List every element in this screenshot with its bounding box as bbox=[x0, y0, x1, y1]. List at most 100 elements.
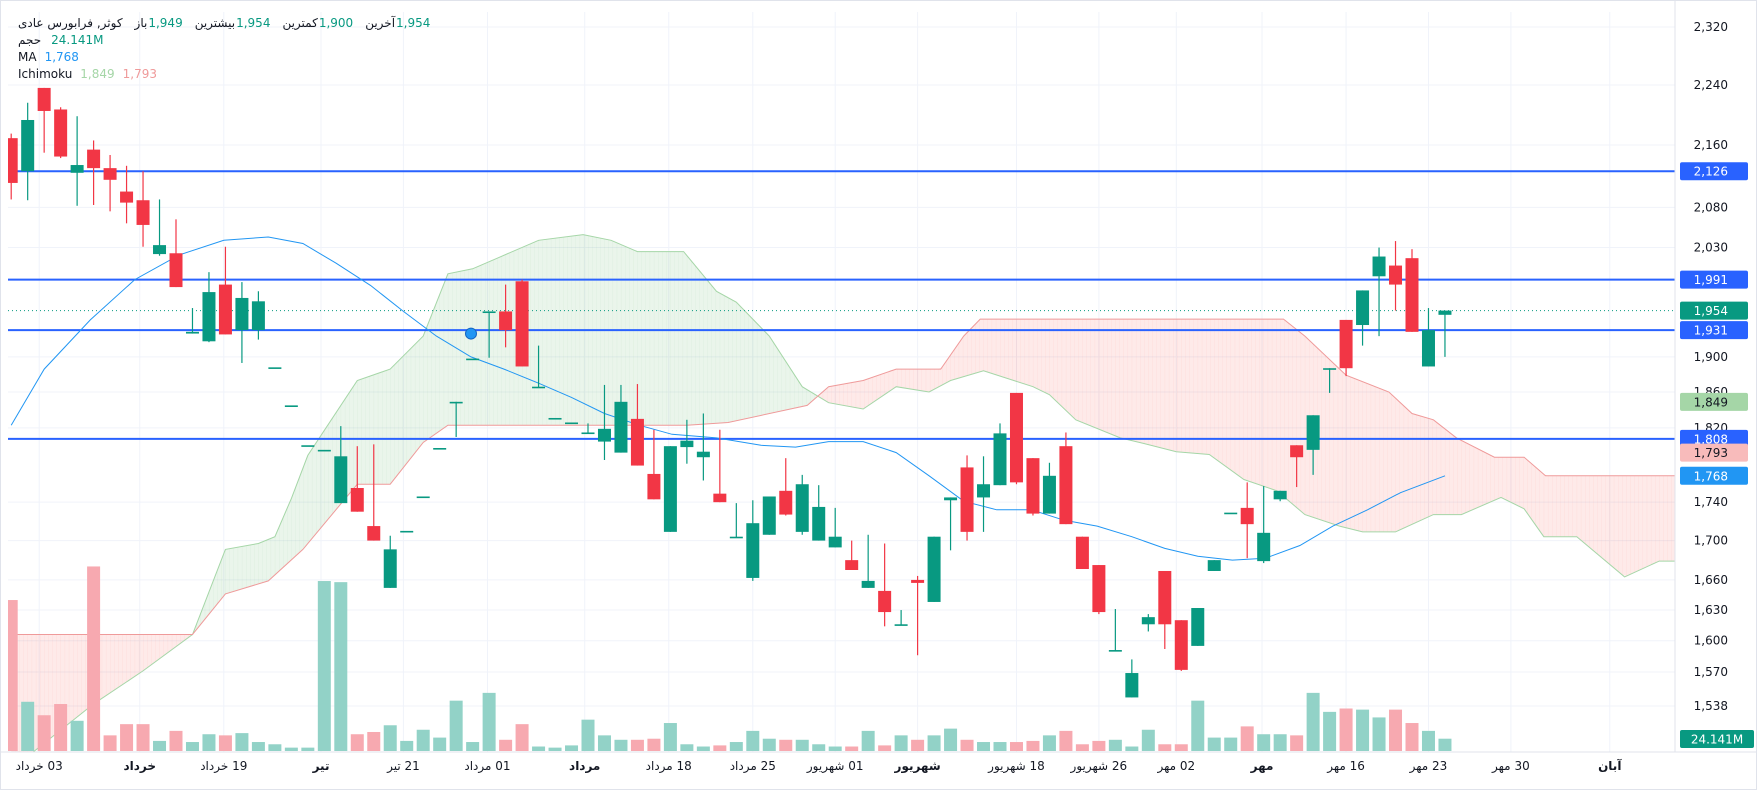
legend-ichimoku-row[interactable]: Ichimoku 1,849 1,793 bbox=[18, 66, 430, 83]
cloud-segment bbox=[266, 538, 272, 582]
candle bbox=[878, 543, 892, 627]
cloud-segment bbox=[600, 238, 605, 426]
legend-ma-row[interactable]: MA 1,768 bbox=[18, 49, 430, 66]
candle bbox=[1174, 620, 1188, 671]
cloud-segment bbox=[1222, 319, 1227, 467]
cloud-segment bbox=[443, 273, 449, 429]
cloud-segment bbox=[1655, 475, 1660, 563]
cloud-segment bbox=[151, 634, 156, 665]
volume-bar bbox=[1438, 738, 1452, 751]
cloud-segment bbox=[975, 319, 980, 374]
candle-body bbox=[169, 253, 183, 288]
cloud-segment bbox=[901, 369, 906, 389]
cloud-segment bbox=[1539, 470, 1545, 537]
volume-bar bbox=[1224, 737, 1238, 751]
cloud-segment bbox=[925, 369, 931, 392]
cloud-segment bbox=[1000, 319, 1005, 378]
time-tick-label: 26 شهریور bbox=[1070, 759, 1128, 774]
candle bbox=[466, 358, 480, 361]
cloud-segment bbox=[246, 544, 251, 588]
volume-bar bbox=[944, 728, 958, 751]
candle-body bbox=[185, 331, 199, 334]
candle bbox=[1273, 490, 1287, 502]
candle bbox=[482, 311, 496, 358]
price-badge-label: 1,808 bbox=[1694, 432, 1728, 446]
plot-area[interactable] bbox=[5, 87, 1676, 770]
cloud-segment bbox=[1123, 319, 1129, 440]
candle bbox=[54, 107, 68, 159]
cloud-segment bbox=[826, 386, 832, 404]
cloud-segment bbox=[1552, 475, 1557, 537]
candle-body bbox=[911, 579, 925, 583]
volume-bar bbox=[433, 737, 447, 751]
cloud-segment bbox=[1271, 319, 1277, 491]
volume-bar bbox=[499, 739, 513, 751]
close-value: 1,954 bbox=[396, 16, 431, 30]
cloud-segment bbox=[1457, 438, 1462, 515]
time-axis[interactable]: 03 خرداد خرداد 19 خرداد تیر 21 تیر 01 مرداد مر… bbox=[16, 758, 1623, 774]
volume-bar bbox=[153, 740, 167, 751]
volume-bar bbox=[1339, 708, 1353, 751]
cloud-segment bbox=[884, 371, 890, 395]
cloud-segment bbox=[1568, 475, 1573, 537]
volume-bar bbox=[746, 730, 760, 751]
cloud-segment bbox=[1650, 475, 1656, 565]
candle bbox=[1257, 486, 1271, 564]
time-tick-label: مهر bbox=[1250, 759, 1274, 773]
cloud-segment bbox=[695, 265, 700, 425]
candle-body bbox=[597, 428, 611, 442]
price-axis[interactable]: 2,3202,2402,1602,0802,0301,9001,8601,820… bbox=[1680, 20, 1754, 748]
candle-body bbox=[317, 449, 331, 452]
cloud-segment bbox=[1267, 319, 1273, 490]
cloud-segment bbox=[1276, 319, 1281, 494]
symbol-name[interactable]: کوثر, فرابورس عادی bbox=[18, 16, 123, 30]
cloud-segment bbox=[1024, 319, 1030, 386]
candle bbox=[301, 445, 315, 447]
cloud-segment bbox=[1070, 319, 1075, 419]
cloud-segment bbox=[686, 255, 692, 426]
legend-volume-row[interactable]: حجم 24.141M bbox=[18, 32, 430, 49]
volume-bar bbox=[762, 738, 776, 751]
cloud-segment bbox=[1238, 319, 1244, 479]
price-tick-label: 2,030 bbox=[1694, 241, 1728, 255]
cloud-segment bbox=[155, 634, 160, 662]
moving-average-line bbox=[10, 236, 1446, 561]
candle-body bbox=[499, 311, 513, 331]
volume-bar bbox=[845, 746, 859, 751]
alert-marker-dot[interactable] bbox=[464, 327, 477, 340]
open-value: 1,949 bbox=[148, 16, 183, 30]
candle-body bbox=[927, 536, 941, 602]
candle-body bbox=[581, 432, 595, 435]
cloud-segment bbox=[765, 331, 770, 415]
time-tick-label: 03 خرداد bbox=[16, 759, 63, 774]
cloud-segment bbox=[736, 302, 741, 421]
cloud-segment bbox=[167, 634, 173, 653]
chart-legend: کوثر, فرابورس عادی باز 1,949 بیشترین 1,954… bbox=[18, 15, 430, 83]
candle bbox=[1421, 308, 1435, 367]
cloud-segment bbox=[1065, 319, 1071, 415]
candle-body bbox=[977, 484, 991, 498]
candle-body bbox=[400, 530, 414, 533]
cloud-segment bbox=[250, 544, 255, 587]
cloud-segment bbox=[299, 466, 305, 553]
cloud-segment bbox=[1383, 389, 1388, 532]
cloud-segment bbox=[983, 319, 988, 373]
cloud-segment bbox=[427, 315, 432, 440]
cloud-segment bbox=[485, 261, 490, 426]
candle-body bbox=[1092, 565, 1106, 613]
cloud-segment bbox=[1642, 475, 1648, 569]
price-badge-bg bbox=[1680, 321, 1748, 340]
cloud-segment bbox=[233, 547, 239, 592]
volume-bar bbox=[1405, 723, 1419, 751]
cloud-segment bbox=[1362, 381, 1367, 532]
candle bbox=[185, 308, 199, 334]
candle bbox=[21, 102, 35, 201]
cloud-segment bbox=[715, 290, 721, 424]
volume-bar bbox=[565, 745, 579, 751]
cloud-segment bbox=[1140, 319, 1145, 444]
legend-ohlc-row: کوثر, فرابورس عادی باز 1,949 بیشترین 1,954… bbox=[18, 15, 430, 32]
cloud-segment bbox=[1181, 319, 1186, 453]
time-tick-label: 21 تیر bbox=[386, 759, 420, 774]
cloud-segment bbox=[1082, 319, 1087, 425]
